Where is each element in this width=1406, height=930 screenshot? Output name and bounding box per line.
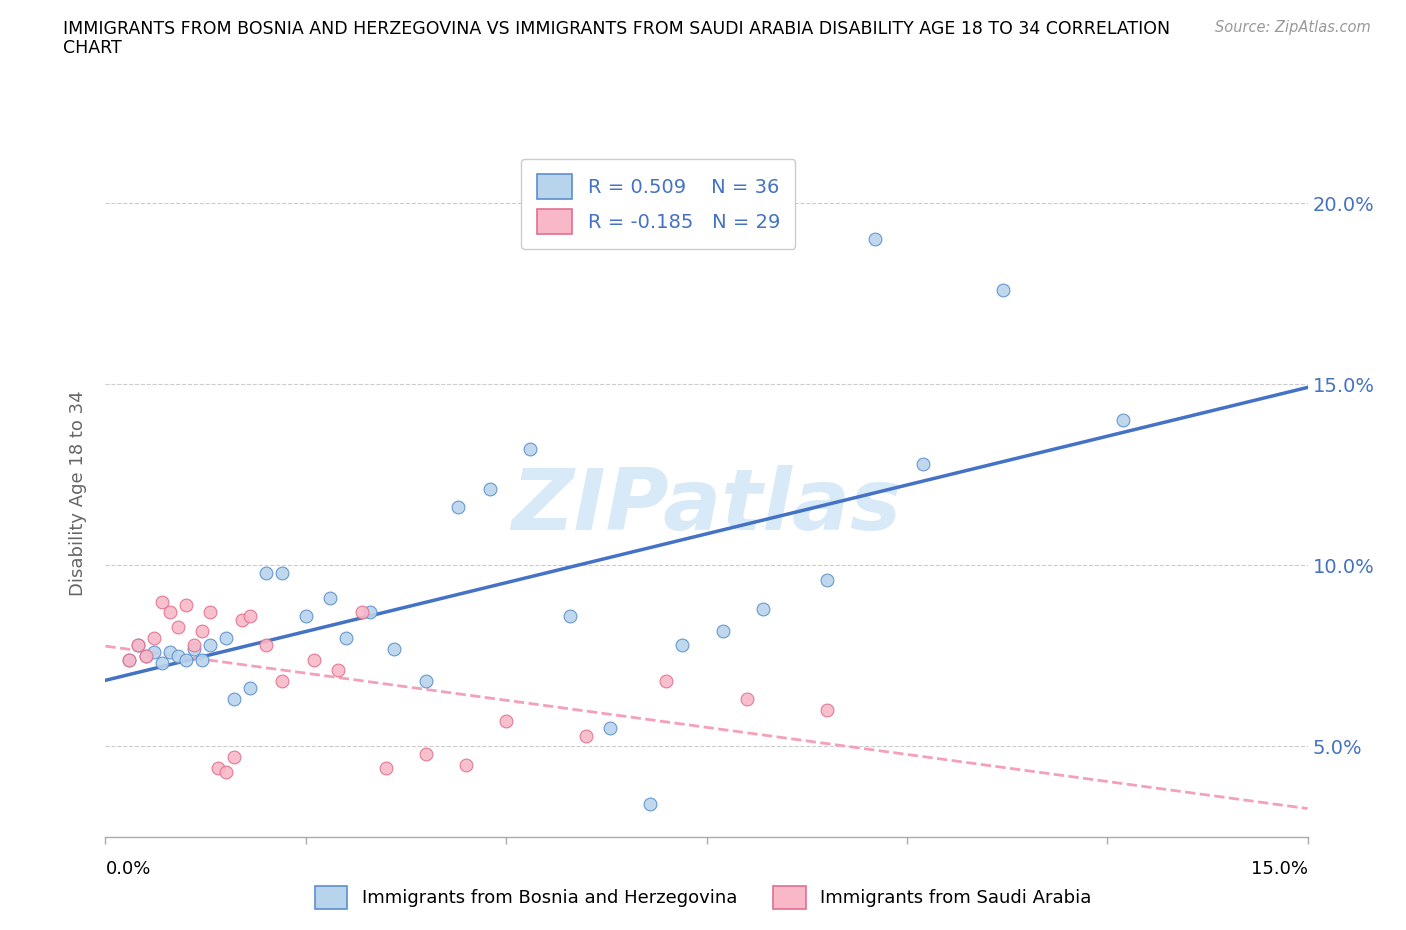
- Point: [135, 648, 157, 663]
- Point: [815, 703, 838, 718]
- Point: [319, 591, 342, 605]
- Text: 0.0%: 0.0%: [105, 860, 150, 878]
- Point: [479, 482, 502, 497]
- Point: [560, 608, 582, 623]
- Point: [150, 656, 173, 671]
- Point: [239, 608, 262, 623]
- Point: [135, 648, 157, 663]
- Point: [222, 750, 245, 764]
- Point: [640, 797, 662, 812]
- Point: [415, 674, 437, 689]
- Point: [159, 644, 181, 659]
- Point: [495, 713, 517, 728]
- Point: [118, 652, 141, 667]
- Point: [190, 623, 212, 638]
- Point: [166, 619, 188, 634]
- Point: [254, 565, 277, 580]
- Point: [911, 457, 934, 472]
- Point: [270, 565, 292, 580]
- Text: IMMIGRANTS FROM BOSNIA AND HERZEGOVINA VS IMMIGRANTS FROM SAUDI ARABIA DISABILIT: IMMIGRANTS FROM BOSNIA AND HERZEGOVINA V…: [63, 20, 1170, 38]
- Point: [190, 652, 212, 667]
- Point: [254, 638, 277, 653]
- Point: [198, 605, 221, 620]
- Point: [1112, 413, 1135, 428]
- Point: [711, 623, 734, 638]
- Point: [350, 605, 373, 620]
- Point: [159, 605, 181, 620]
- Point: [270, 674, 292, 689]
- Text: CHART: CHART: [63, 39, 122, 57]
- Point: [991, 283, 1014, 298]
- Text: ZIPatlas: ZIPatlas: [512, 465, 901, 548]
- Point: [198, 638, 221, 653]
- Point: [735, 692, 758, 707]
- Point: [326, 663, 349, 678]
- Point: [751, 602, 773, 617]
- Point: [222, 692, 245, 707]
- Point: [599, 721, 621, 736]
- Point: [295, 608, 318, 623]
- Point: [655, 674, 678, 689]
- Point: [214, 631, 236, 645]
- Point: [671, 638, 693, 653]
- Text: Source: ZipAtlas.com: Source: ZipAtlas.com: [1215, 20, 1371, 35]
- Point: [174, 652, 197, 667]
- Point: [127, 638, 149, 653]
- Legend: Immigrants from Bosnia and Herzegovina, Immigrants from Saudi Arabia: Immigrants from Bosnia and Herzegovina, …: [308, 879, 1098, 916]
- Point: [815, 572, 838, 587]
- Text: 15.0%: 15.0%: [1250, 860, 1308, 878]
- Point: [207, 761, 229, 776]
- Point: [519, 442, 541, 457]
- Point: [447, 500, 470, 515]
- Point: [231, 612, 253, 627]
- Point: [214, 764, 236, 779]
- Legend: R = 0.509    N = 36, R = -0.185   N = 29: R = 0.509 N = 36, R = -0.185 N = 29: [522, 158, 796, 249]
- Point: [374, 761, 398, 776]
- Point: [183, 638, 205, 653]
- Point: [335, 631, 357, 645]
- Point: [183, 641, 205, 656]
- Point: [454, 757, 477, 772]
- Point: [575, 728, 598, 743]
- Point: [118, 652, 141, 667]
- Point: [863, 232, 886, 246]
- Point: [359, 605, 381, 620]
- Point: [150, 594, 173, 609]
- Point: [382, 641, 405, 656]
- Point: [127, 638, 149, 653]
- Point: [174, 598, 197, 613]
- Point: [302, 652, 325, 667]
- Point: [166, 648, 188, 663]
- Point: [415, 746, 437, 761]
- Y-axis label: Disability Age 18 to 34: Disability Age 18 to 34: [69, 390, 87, 596]
- Point: [239, 681, 262, 696]
- Point: [142, 631, 165, 645]
- Point: [142, 644, 165, 659]
